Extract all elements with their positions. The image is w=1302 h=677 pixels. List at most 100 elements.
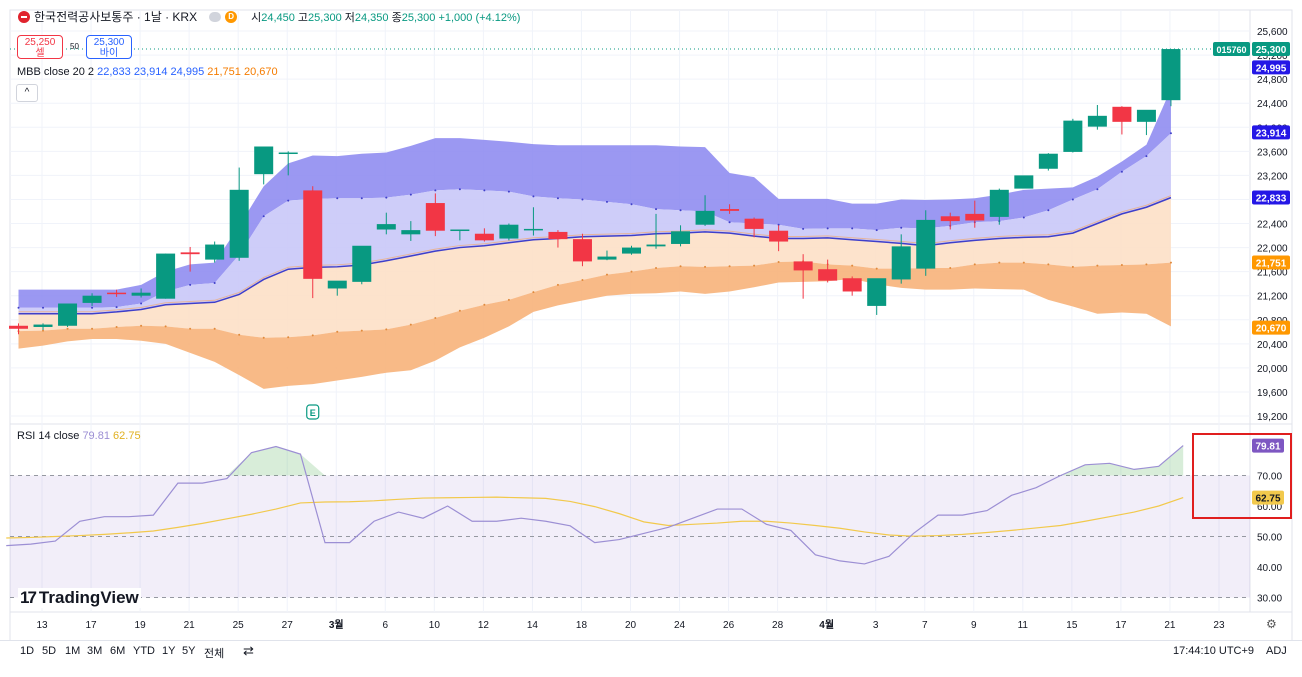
settings-gear-icon[interactable]: ⚙ xyxy=(1266,617,1277,631)
candle-body xyxy=(254,146,274,175)
time-tick-label: 26 xyxy=(723,620,735,631)
upper-inner-dot xyxy=(1169,132,1172,135)
upper-outer-band xyxy=(18,88,1171,308)
symbol-header[interactable]: 한국전력공사보통주 · 1날 · KRX D 시24,450 고25,300 저… xyxy=(18,8,520,25)
time-tick-label: 18 xyxy=(576,620,588,631)
upper-inner-dot xyxy=(875,229,878,232)
kepco-logo-icon xyxy=(18,10,30,23)
candle-body xyxy=(327,280,347,289)
lower-inner-dot xyxy=(605,273,608,276)
time-tick-label: 6 xyxy=(383,620,389,631)
lower-inner-dot xyxy=(1047,263,1050,266)
timeframe-1m[interactable]: 1M xyxy=(65,645,81,657)
timeframe-3m[interactable]: 3M xyxy=(87,645,103,657)
price-tick-label: 22,400 xyxy=(1257,220,1288,231)
rsi-name: RSI 14 close xyxy=(17,430,80,442)
lower-inner-dot xyxy=(385,328,388,331)
time-tick-label: 23 xyxy=(1213,620,1225,631)
price-tick-label: 25,200 xyxy=(1257,51,1288,62)
lower-inner-label: 21,751 xyxy=(1256,259,1287,270)
timeframe-ytd[interactable]: YTD xyxy=(133,645,155,657)
time-tick-label: 17 xyxy=(85,620,97,631)
symbol-title[interactable]: 한국전력공사보통주 · 1날 · KRX xyxy=(34,10,198,24)
lower-inner-dot xyxy=(311,334,314,337)
rsi-value-label: 79.81 xyxy=(1255,442,1280,453)
time-tick-label: 27 xyxy=(282,620,294,631)
candle-body xyxy=(425,203,445,231)
candle-body xyxy=(548,231,568,240)
close-label: 종 xyxy=(391,11,402,24)
upper-inner-dot xyxy=(802,227,805,230)
time-tick-label: 4월 xyxy=(819,619,834,631)
upper-inner-dot xyxy=(336,197,339,200)
lower-inner-dot xyxy=(973,263,976,266)
mbb-value-2: 23,914 xyxy=(133,66,168,78)
buy-price: 25,300 xyxy=(93,37,125,48)
candle-body xyxy=(1161,49,1181,101)
upper-inner-dot xyxy=(1145,155,1148,158)
lower-inner-dot xyxy=(336,330,339,333)
rsi-line xyxy=(6,445,1184,565)
lower-outer-band xyxy=(18,261,1171,389)
price-tick-label: 25,600 xyxy=(1257,27,1288,38)
candle-body xyxy=(572,239,592,262)
clock[interactable]: 17:44:10 UTC+9 xyxy=(1173,645,1255,657)
lower-inner-dot xyxy=(1169,261,1172,264)
lower-inner-dot xyxy=(728,265,731,268)
collapse-legend-button[interactable]: ^ xyxy=(16,84,38,102)
upper-inner-dot xyxy=(91,306,94,309)
rsi-ma-value-label: 62.75 xyxy=(1255,494,1280,505)
candle-body xyxy=(352,245,372,282)
adj-toggle[interactable]: ADJ xyxy=(1266,645,1287,657)
change-value: +1,000 (+4.12%) xyxy=(438,11,521,24)
lower-inner-dot xyxy=(704,265,707,268)
spread-value: 50 xyxy=(70,42,79,51)
upper-inner-dot xyxy=(777,223,780,226)
mbb-legend[interactable]: MBB close 20 2 22,833 23,914 24,995 21,7… xyxy=(17,66,278,78)
timeframe-6m[interactable]: 6M xyxy=(110,645,126,657)
rsi-tick-label: 30.00 xyxy=(1257,594,1282,605)
rsi-overbought-fill xyxy=(6,445,1184,476)
lower-inner-dot xyxy=(238,333,241,336)
basis-label-bg xyxy=(1252,190,1290,205)
time-tick-label: 14 xyxy=(527,620,539,631)
timeframe-1y[interactable]: 1Y xyxy=(162,645,176,657)
buy-button[interactable]: 25,300 바이 xyxy=(86,35,132,59)
upper-inner-dot xyxy=(42,306,45,309)
rsi-ma-value-bg xyxy=(1252,490,1284,505)
earnings-marker-text: E xyxy=(310,408,316,418)
candle-body xyxy=(58,303,78,326)
time-tick-label: 11 xyxy=(1018,620,1029,631)
sell-button[interactable]: 25,250 셀 xyxy=(17,35,63,59)
candle-body xyxy=(891,246,911,280)
timeframe-5d[interactable]: 5D xyxy=(42,645,57,657)
candle-body xyxy=(1038,153,1058,169)
time-tick-label: 25 xyxy=(233,620,245,631)
upper-inner-dot xyxy=(532,195,535,198)
timeframe-5y[interactable]: 5Y xyxy=(182,645,196,657)
candle-body xyxy=(499,224,519,239)
timeframe-1d[interactable]: 1D xyxy=(20,645,35,657)
upper-inner-dot xyxy=(140,302,143,305)
basis-label: 22,833 xyxy=(1256,193,1287,204)
lower-inner-dot xyxy=(458,309,461,312)
rsi-legend[interactable]: RSI 14 close 79.81 62.75 xyxy=(17,430,141,442)
price-tick-label: 23,600 xyxy=(1257,147,1288,158)
upper-inner-dot xyxy=(213,282,216,285)
time-tick-label: 15 xyxy=(1066,620,1078,631)
open-label: 시 xyxy=(251,11,262,24)
tradingview-logo[interactable]: 17 TradingView xyxy=(18,588,141,608)
lower-inner-dot xyxy=(66,327,69,330)
lower-inner-dot xyxy=(777,261,780,263)
lower-inner-band xyxy=(18,197,1171,338)
lower-inner-label-bg xyxy=(1252,255,1290,270)
timeframe-all[interactable]: 전체 xyxy=(204,648,225,660)
price-tick-label: 24,400 xyxy=(1257,99,1288,110)
date-range-icon[interactable]: ⇄ xyxy=(243,643,254,658)
delayed-data-badge[interactable]: D xyxy=(225,10,238,23)
candle-body xyxy=(965,213,985,221)
upper-inner-dot xyxy=(630,203,633,206)
upper-inner-dot xyxy=(17,306,20,309)
countdown-bg xyxy=(1213,42,1250,57)
